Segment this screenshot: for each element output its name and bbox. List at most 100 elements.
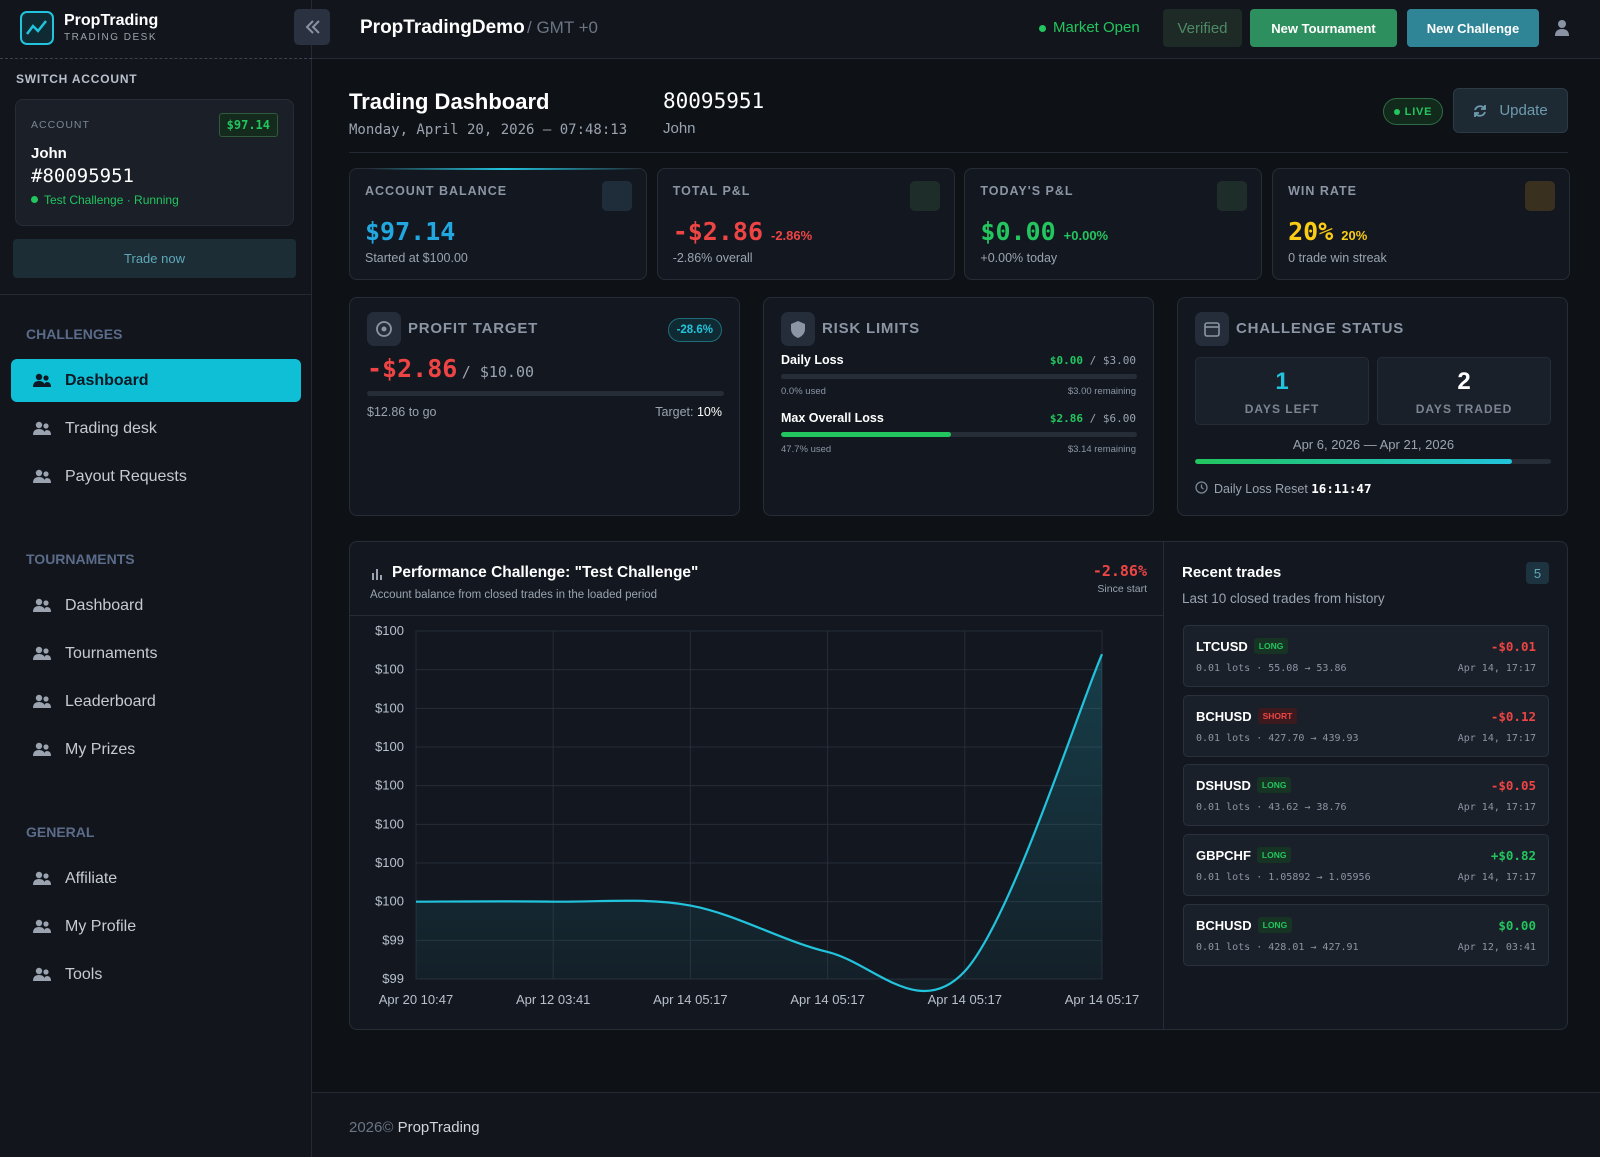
risk-used: 0.0% used xyxy=(781,386,826,397)
chart-change: -2.86% xyxy=(1092,562,1147,580)
chart-subtitle: Account balance from closed trades in th… xyxy=(370,589,658,601)
x-tick-label: Apr 14 05:17 xyxy=(653,992,727,1007)
risk-value: $0.00 / $3.00 xyxy=(1050,354,1136,367)
collapse-button[interactable] xyxy=(294,9,330,45)
stat-value: $0.00 +0.00% xyxy=(980,217,1108,246)
trade-side: LONG xyxy=(1257,916,1293,933)
risk-amount: $0.00 xyxy=(1049,354,1084,367)
trade-symbol: BCHUSD xyxy=(1196,708,1252,724)
stat-label: WIN RATE xyxy=(1288,184,1357,198)
chart-icon xyxy=(372,569,382,580)
nav-item[interactable]: Tools xyxy=(11,953,301,996)
trade-pnl: +$0.82 xyxy=(1490,848,1536,864)
stat-card: TODAY'S P&L $0.00 +0.00% +0.00% today xyxy=(964,168,1263,280)
new-challenge-button[interactable]: New Challenge xyxy=(1407,9,1539,47)
trade-pnl: $0.00 xyxy=(1498,917,1536,933)
new-tournament-button[interactable]: New Tournament xyxy=(1250,9,1397,47)
risk-track xyxy=(781,432,1137,437)
nav-label: Dashboard xyxy=(65,596,144,614)
market-dot xyxy=(1039,25,1046,32)
trade-side: LONG xyxy=(1256,847,1292,864)
trade-row: BCHUSD SHORT -$0.12 0.01 lots · 427.70 → 43… xyxy=(1183,694,1549,757)
nav-item[interactable]: Leaderboard xyxy=(11,680,301,723)
nav-icon xyxy=(33,646,51,660)
divider xyxy=(0,58,312,59)
account-card[interactable]: ACCOUNT $97.14 John #80095951 Test Chall… xyxy=(15,99,294,226)
target-badge: -28.6% xyxy=(667,318,722,342)
stat-note: +0.00% today xyxy=(980,251,1058,265)
x-tick-label: Apr 14 05:17 xyxy=(928,992,1002,1007)
section-title: PROFIT TARGET xyxy=(408,320,539,337)
nav-icon xyxy=(33,694,51,708)
trade-head: GBPCHF LONG xyxy=(1196,847,1292,864)
footer-year: 2026© xyxy=(349,1119,394,1136)
nav-item[interactable]: Payout Requests xyxy=(11,455,301,498)
trade-head: DSHUSD LONG xyxy=(1196,777,1292,794)
period: Apr 6, 2026 — Apr 21, 2026 xyxy=(1292,437,1455,452)
stat-note: -2.86% overall xyxy=(672,251,753,265)
footer-text: 2026© PropTrading xyxy=(349,1119,480,1136)
line-chart: $99 $99 $100 $100 $100 $100 $100 $100 $100 $100 Ap… xyxy=(375,623,1139,1007)
challenge-track xyxy=(1195,459,1551,464)
trade-symbol: DSHUSD xyxy=(1196,778,1251,794)
trade-side: LONG xyxy=(1256,777,1292,794)
nav-item[interactable]: My Profile xyxy=(11,905,301,948)
status-dot xyxy=(31,196,38,203)
days-left-box: 1 DAYS LEFT xyxy=(1195,357,1369,425)
risk-name: Daily Loss xyxy=(781,353,844,367)
trade-head: BCHUSD LONG xyxy=(1196,916,1293,933)
verified-badge: Verified xyxy=(1163,9,1242,47)
nav-label: Dashboard xyxy=(65,371,149,389)
nav-icon xyxy=(33,598,51,612)
nav-item[interactable]: Affiliate xyxy=(11,857,301,900)
divider xyxy=(349,152,1568,153)
reset-label: Daily Loss Reset xyxy=(1214,482,1308,496)
chart-change-note: Since start xyxy=(1097,583,1147,595)
collapse-icon xyxy=(305,20,320,34)
card-accent xyxy=(370,168,640,170)
stat-icon xyxy=(602,181,632,211)
footer: 2026© PropTrading xyxy=(312,1092,1600,1157)
update-label: Update xyxy=(1499,102,1548,119)
trade-side: LONG xyxy=(1253,638,1289,654)
account-id: #80095951 xyxy=(31,165,134,187)
nav-label: Payout Requests xyxy=(65,467,187,485)
stat-value: $97.14 xyxy=(365,217,455,246)
stat-card: TOTAL P&L -$2.86 -2.86% -2.86% overall xyxy=(656,168,955,280)
days-left-label: DAYS LEFT xyxy=(1244,402,1320,416)
nav-item[interactable]: Dashboard xyxy=(11,584,301,627)
footer-brand: PropTrading xyxy=(397,1119,480,1136)
nav-item[interactable]: Tournaments xyxy=(11,632,301,675)
days-left: 1 xyxy=(1275,368,1289,395)
trade-pnl: -$0.01 xyxy=(1490,639,1536,654)
section-title: CHALLENGE STATUS xyxy=(1236,320,1405,337)
stat-icon xyxy=(1525,181,1556,211)
section-title: RISK LIMITS xyxy=(822,320,920,337)
risk-card: RISK LIMITS Daily Loss $0.00 / $3.00 0.0% … xyxy=(763,297,1154,516)
trade-button[interactable]: Trade now xyxy=(13,239,296,278)
update-button[interactable]: Update xyxy=(1453,88,1568,133)
nav-item[interactable]: Dashboard xyxy=(11,359,301,402)
trade-head: LTCUSD LONG xyxy=(1196,638,1289,654)
trade-time: Apr 14, 17:17 xyxy=(1457,872,1536,884)
stat-card: ACCOUNT BALANCE $97.14 Started at $100.00 xyxy=(349,168,647,280)
stat-number: $97.14 xyxy=(365,217,456,246)
nav-icon xyxy=(33,871,51,885)
brand-sub: TRADING DESK xyxy=(64,32,158,43)
reset-time: 16:11:47 xyxy=(1311,481,1372,496)
trades-subtitle: Last 10 closed trades from history xyxy=(1182,591,1385,606)
account-name: John xyxy=(663,120,696,137)
nav-item[interactable]: My Prizes xyxy=(11,728,301,771)
user-icon[interactable] xyxy=(1554,19,1570,37)
nav-label: Affiliate xyxy=(65,869,118,887)
x-tick-label: Apr 20 10:47 xyxy=(379,992,453,1007)
y-tick-label: $99 xyxy=(382,971,404,986)
trade-details: 0.01 lots · 1.05892 → 1.05956 xyxy=(1196,872,1371,884)
switch-label: SWITCH ACCOUNT xyxy=(16,72,138,86)
stat-icon xyxy=(909,181,940,211)
stat-change: 20% xyxy=(1341,228,1368,243)
performance-panel: Performance Challenge: "Test Challenge" … xyxy=(349,541,1568,1030)
trade-symbol: GBPCHF xyxy=(1196,848,1251,864)
nav-item[interactable]: Trading desk xyxy=(11,407,301,450)
